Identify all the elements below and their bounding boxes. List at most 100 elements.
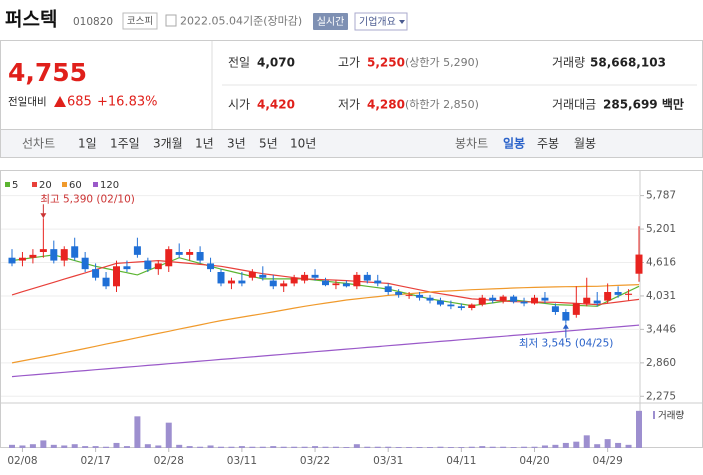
candle-body [635, 254, 643, 274]
tab[interactable]: 10년 [290, 137, 316, 151]
candle-body [468, 304, 476, 308]
quote-value: 4,280 [367, 98, 405, 112]
legend-label: 5 [12, 180, 18, 191]
volume-bar [594, 444, 601, 448]
x-tick-label: 03/11 [227, 455, 257, 467]
candle-body [489, 297, 497, 301]
x-tick-label: 04/20 [519, 455, 549, 467]
tab[interactable]: 3개월 [153, 137, 183, 151]
candle-body [426, 297, 434, 301]
x-tick-label: 02/08 [7, 455, 37, 467]
volume-bar [186, 446, 193, 448]
candle-body [510, 296, 518, 302]
volume-bar [416, 447, 423, 448]
candle-body [332, 283, 340, 286]
y-tick-label: 3,446 [646, 323, 676, 335]
candle-body [259, 274, 267, 278]
candle-body [614, 292, 622, 295]
volume-bar [343, 447, 350, 448]
date-basis: 기준(장마감) [243, 15, 302, 28]
volume-bar [479, 446, 486, 448]
quote-label: 시가 [228, 98, 250, 112]
dropdown-arrow [399, 20, 405, 24]
volume-bar [385, 446, 392, 448]
candle-body [39, 249, 47, 252]
candle-body [311, 274, 319, 278]
volume-bar [61, 445, 68, 448]
quote-label: 거래량 [552, 56, 585, 70]
y-tick-label: 5,201 [646, 223, 676, 235]
volume-bar [155, 445, 162, 448]
tab-bar [0, 129, 703, 158]
volume-bar [82, 446, 89, 448]
legend-swatch [5, 182, 10, 187]
volume-bar [406, 447, 413, 448]
volume-bar [604, 439, 611, 448]
legend-swatch [653, 411, 655, 419]
legend-swatch [62, 182, 67, 187]
tab[interactable]: 3년 [227, 137, 246, 151]
quote-value: 5,250 [367, 56, 405, 70]
volume-bar [103, 446, 110, 448]
candle-body [165, 249, 173, 267]
y-tick-label: 5,787 [646, 190, 676, 202]
volume-bar [9, 444, 15, 448]
candle-body [186, 252, 194, 255]
company-label[interactable]: 기업개요 [359, 15, 396, 28]
tab[interactable]: 일봉 [503, 137, 525, 151]
candle-body [531, 297, 538, 304]
volume-bar [447, 447, 454, 448]
volume-bar [40, 440, 47, 448]
volume-bar [583, 435, 590, 448]
volume-bar [322, 446, 329, 448]
volume-bar [541, 445, 548, 448]
candle-body [384, 286, 392, 292]
annotation: 최고 5,390 (02/10) [40, 193, 135, 205]
tab[interactable]: 1주일 [110, 137, 140, 151]
volume-bar [238, 446, 245, 448]
candle-body [583, 297, 591, 304]
candle-body [8, 257, 16, 264]
volume-bar [500, 446, 507, 448]
tab[interactable]: 1일 [78, 137, 97, 151]
candle-body [447, 304, 455, 307]
volume-bar [615, 442, 622, 448]
tab[interactable]: 주봉 [537, 137, 559, 151]
candle-body [322, 280, 329, 286]
annotation: 최저 3,545 (04/25) [519, 338, 614, 350]
realtime-label[interactable]: 실시간 [317, 16, 345, 28]
candle-body [154, 263, 162, 270]
volume-bar [562, 442, 569, 448]
candle-body [175, 252, 183, 255]
tab[interactable]: 5년 [259, 137, 278, 151]
candle-body [280, 283, 288, 287]
candle-body [71, 246, 79, 258]
candle-body [50, 249, 58, 261]
volume-bar [123, 446, 130, 448]
volume-bar [437, 446, 444, 448]
y-tick-label: 2,275 [646, 390, 676, 402]
volume-bar [374, 446, 381, 448]
quote-label: 고가 [338, 56, 360, 70]
ma-line [11, 284, 640, 364]
volume-bar [573, 441, 580, 448]
quote-label: 저가 [338, 98, 360, 112]
tab[interactable]: 1년 [195, 137, 214, 151]
quote-value: 4,420 [257, 98, 295, 112]
candle-body [102, 277, 110, 287]
candle-body [436, 300, 444, 305]
volume-bar [636, 410, 642, 448]
candle-body [562, 312, 570, 321]
candle-body [92, 269, 100, 278]
volume-bar [165, 422, 172, 448]
volume-bar [510, 447, 517, 448]
volume-bar [332, 446, 339, 448]
volume-bar [207, 445, 214, 448]
volume-bar [552, 444, 559, 448]
date: 2022.05.04 [180, 15, 243, 28]
candle-body [238, 280, 246, 284]
realtime-button[interactable] [313, 13, 348, 30]
company-button[interactable] [354, 12, 408, 31]
tab[interactable]: 월봉 [574, 137, 596, 151]
legend-swatch [32, 182, 37, 187]
